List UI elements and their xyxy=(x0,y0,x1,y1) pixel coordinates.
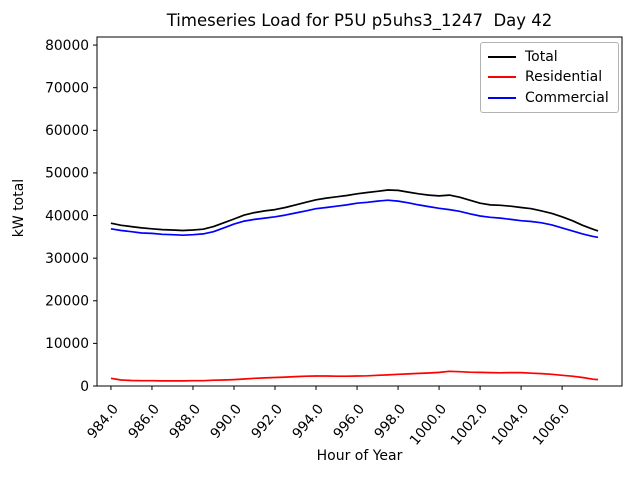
axes-frame xyxy=(96,36,623,387)
legend-item-commercial: Commercial xyxy=(488,91,611,105)
x-tick-label: 992.0 xyxy=(248,401,286,442)
x-tick-label: 996.0 xyxy=(330,401,368,442)
y-tick-label: 30000 xyxy=(45,251,89,267)
legend-line-sample-total xyxy=(488,56,516,59)
legend-label: Commercial xyxy=(525,89,609,106)
x-tick-label: 994.0 xyxy=(289,401,327,442)
legend-item-residential: Residential xyxy=(488,70,611,84)
y-tick-label: 50000 xyxy=(45,166,89,182)
y-tick-label: 80000 xyxy=(45,38,89,54)
legend-line-sample-residential xyxy=(488,76,516,79)
x-tick-label: 998.0 xyxy=(371,401,409,442)
x-tick-label: 1006.0 xyxy=(530,401,573,448)
y-tick-label: 10000 xyxy=(45,336,89,352)
x-axis-label: Hour of Year xyxy=(316,448,403,464)
y-tick-label: 0 xyxy=(80,379,89,395)
series-line-residential xyxy=(110,370,599,382)
x-tick-label: 1002.0 xyxy=(448,401,491,448)
x-tick-label: 1004.0 xyxy=(489,401,532,448)
legend-item-total: Total xyxy=(488,50,611,64)
legend: Total Residential Commercial xyxy=(480,42,619,113)
legend-label: Total xyxy=(525,49,558,66)
x-tick-label: 1000.0 xyxy=(407,401,450,448)
y-tick-label: 60000 xyxy=(45,123,89,139)
y-tick-label: 40000 xyxy=(45,208,89,224)
legend-line-sample-commercial xyxy=(488,96,516,99)
chart-title: Timeseries Load for P5U p5uhs3_1247 Day … xyxy=(166,11,553,30)
series-line-commercial xyxy=(110,199,599,239)
series-line-total xyxy=(110,189,599,232)
x-tick-label: 984.0 xyxy=(84,401,122,442)
x-tick-label: 990.0 xyxy=(207,401,245,442)
x-tick-label: 986.0 xyxy=(125,401,163,442)
y-tick-label: 20000 xyxy=(45,294,89,310)
y-tick-label: 70000 xyxy=(45,81,89,97)
legend-label: Residential xyxy=(525,69,603,86)
x-tick-label: 988.0 xyxy=(166,401,204,442)
